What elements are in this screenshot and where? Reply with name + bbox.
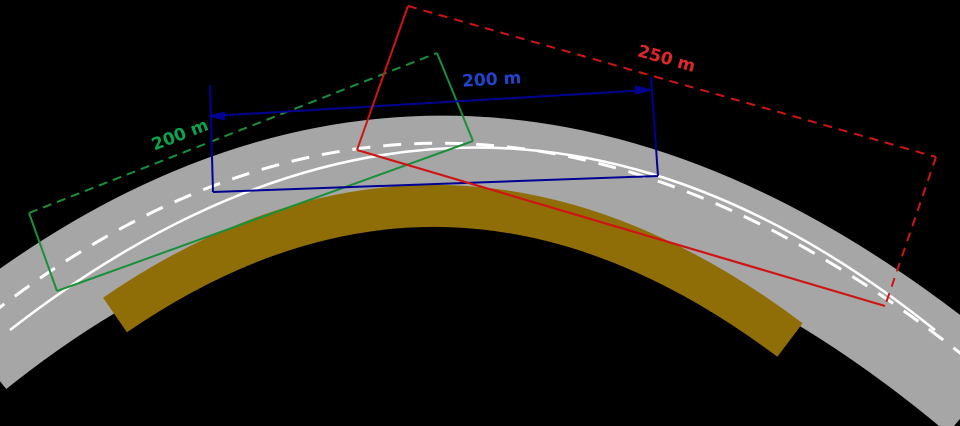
- blue-sight-chord: [212, 175, 659, 193]
- blue-extension-line-left: [209, 84, 214, 193]
- red-sight-annotation: [356, 5, 937, 308]
- blue-dimension-arrow-left: [207, 111, 225, 121]
- blue-dimension-arrow-right: [635, 85, 653, 95]
- roadside-obstruction-band: [103, 184, 803, 357]
- red-dimension-line: [407, 5, 937, 158]
- blue-sight-annotation: [207, 76, 659, 193]
- green-sight-annotation: [28, 52, 474, 292]
- road-surface: [0, 115, 960, 426]
- blue-extension-line-right: [650, 76, 659, 177]
- road-centerline-dashed: [0, 141, 960, 356]
- green-extension-line-right: [436, 52, 474, 142]
- road-edge-line: [9, 146, 936, 331]
- green-sight-chord: [56, 140, 474, 292]
- red-sight-chord: [356, 148, 886, 308]
- blue-dimension-label: 200 m: [462, 68, 522, 92]
- red-extension-line-left: [356, 5, 409, 151]
- red-extension-line-right: [884, 156, 937, 307]
- blue-dimension-line: [210, 89, 650, 117]
- green-dimension-line: [28, 52, 438, 214]
- green-extension-line-left: [28, 212, 58, 292]
